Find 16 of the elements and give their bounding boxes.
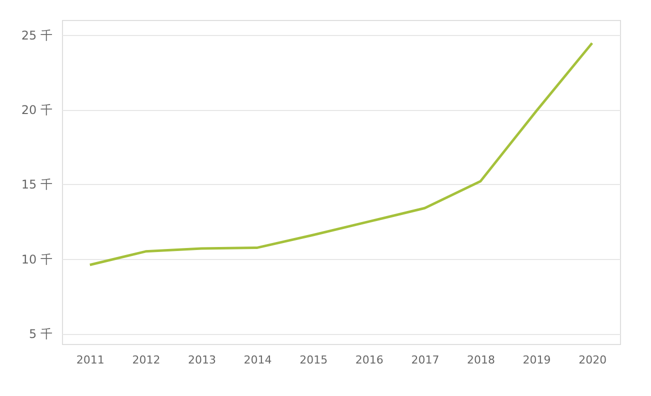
y-tick-label: 15 千 — [21, 178, 52, 192]
x-tick-label: 2018 — [467, 354, 495, 366]
x-tick-label: 2020 — [578, 354, 607, 366]
x-tick-label: 2013 — [188, 354, 216, 366]
x-tick-label: 2012 — [132, 354, 160, 366]
line-series — [88, 42, 594, 266]
y-tick-label: 10 千 — [21, 252, 52, 266]
x-tick-label: 2017 — [411, 354, 440, 366]
x-tick-label: 2015 — [300, 354, 328, 366]
x-tick-label: 2019 — [522, 354, 551, 366]
y-tick-label: 5 千 — [29, 327, 52, 342]
x-tick-label: 2011 — [76, 354, 104, 366]
x-tick-label: 2016 — [355, 354, 384, 366]
y-tick-label: 25 千 — [21, 28, 52, 42]
y-tick-label: 20 千 — [21, 103, 52, 118]
x-tick-label: 2014 — [244, 354, 272, 366]
